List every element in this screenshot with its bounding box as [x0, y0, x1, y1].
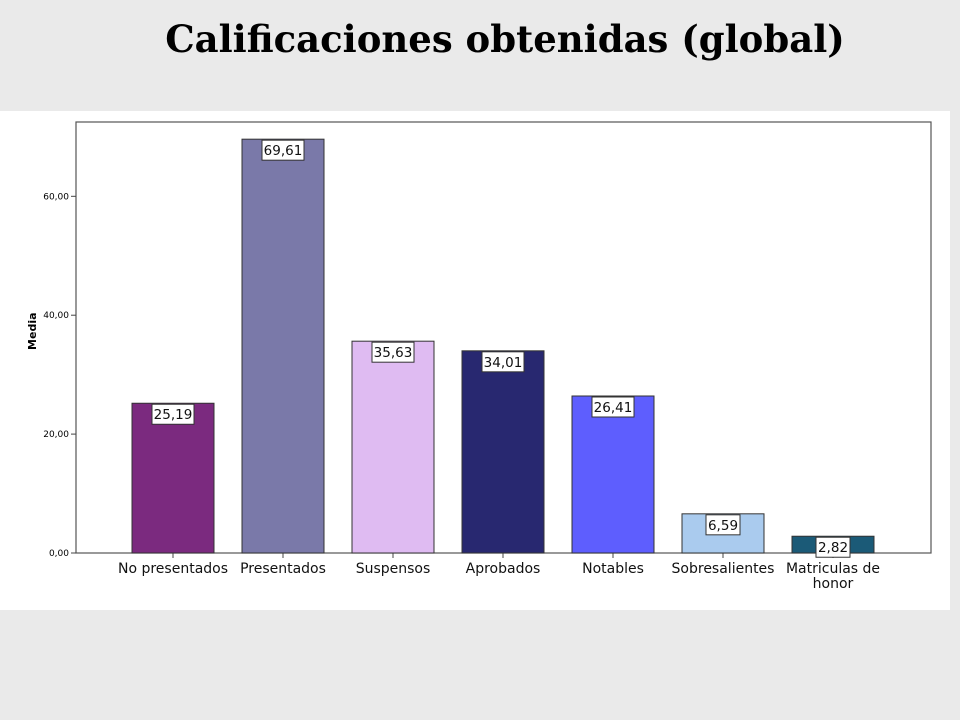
- data-label: 2,82: [818, 540, 848, 556]
- chart-panel: 0,00 20,00 40,00 60,00 No presentados Presen…: [0, 111, 950, 610]
- data-label: 35,63: [374, 345, 413, 361]
- bar: [571, 395, 655, 554]
- y-tick-label: 60,00: [43, 192, 69, 202]
- x-tick-label: Matriculas de honor: [786, 561, 880, 592]
- data-label-box: [815, 536, 851, 558]
- data-label-box: [371, 341, 415, 363]
- data-label: 26,41: [594, 400, 633, 416]
- y-tick-label: 0,00: [49, 549, 69, 559]
- bar-chart: 0,00 20,00 40,00 60,00 No presentados Presen…: [26, 121, 932, 592]
- data-label: 25,19: [154, 407, 193, 423]
- bar: [241, 138, 325, 554]
- y-tick-label: 40,00: [43, 311, 69, 321]
- bar: [351, 340, 435, 554]
- x-tick-label: Presentados: [240, 561, 326, 577]
- data-label-box: [261, 139, 305, 161]
- x-tick-label: Aprobados: [466, 561, 541, 577]
- bars: 25,19 69,61 35,63 34,01 26,41 6,59 2,82: [131, 138, 875, 558]
- y-tick-label: 20,00: [43, 430, 69, 440]
- data-label-box: [591, 396, 635, 418]
- x-tick-label: Suspensos: [356, 561, 431, 577]
- data-label: 6,59: [708, 518, 738, 534]
- x-tick-label: Sobresalientes: [672, 561, 775, 577]
- data-label-box: [151, 403, 195, 425]
- y-axis-title: Media: [26, 312, 39, 349]
- x-axis: No presentados Presentados Suspensos Aproba…: [118, 553, 880, 592]
- bar: [461, 350, 545, 554]
- x-tick-label: No presentados: [118, 561, 228, 577]
- x-tick-label: Notables: [582, 561, 644, 577]
- bar: [131, 402, 215, 554]
- data-label: 34,01: [484, 355, 523, 371]
- data-label-box: [481, 351, 525, 373]
- y-axis: 0,00 20,00 40,00 60,00: [43, 192, 76, 559]
- data-label-box: [705, 514, 741, 536]
- data-label: 69,61: [264, 143, 303, 159]
- slide-title: Calificaciones obtenidas (global): [165, 17, 845, 61]
